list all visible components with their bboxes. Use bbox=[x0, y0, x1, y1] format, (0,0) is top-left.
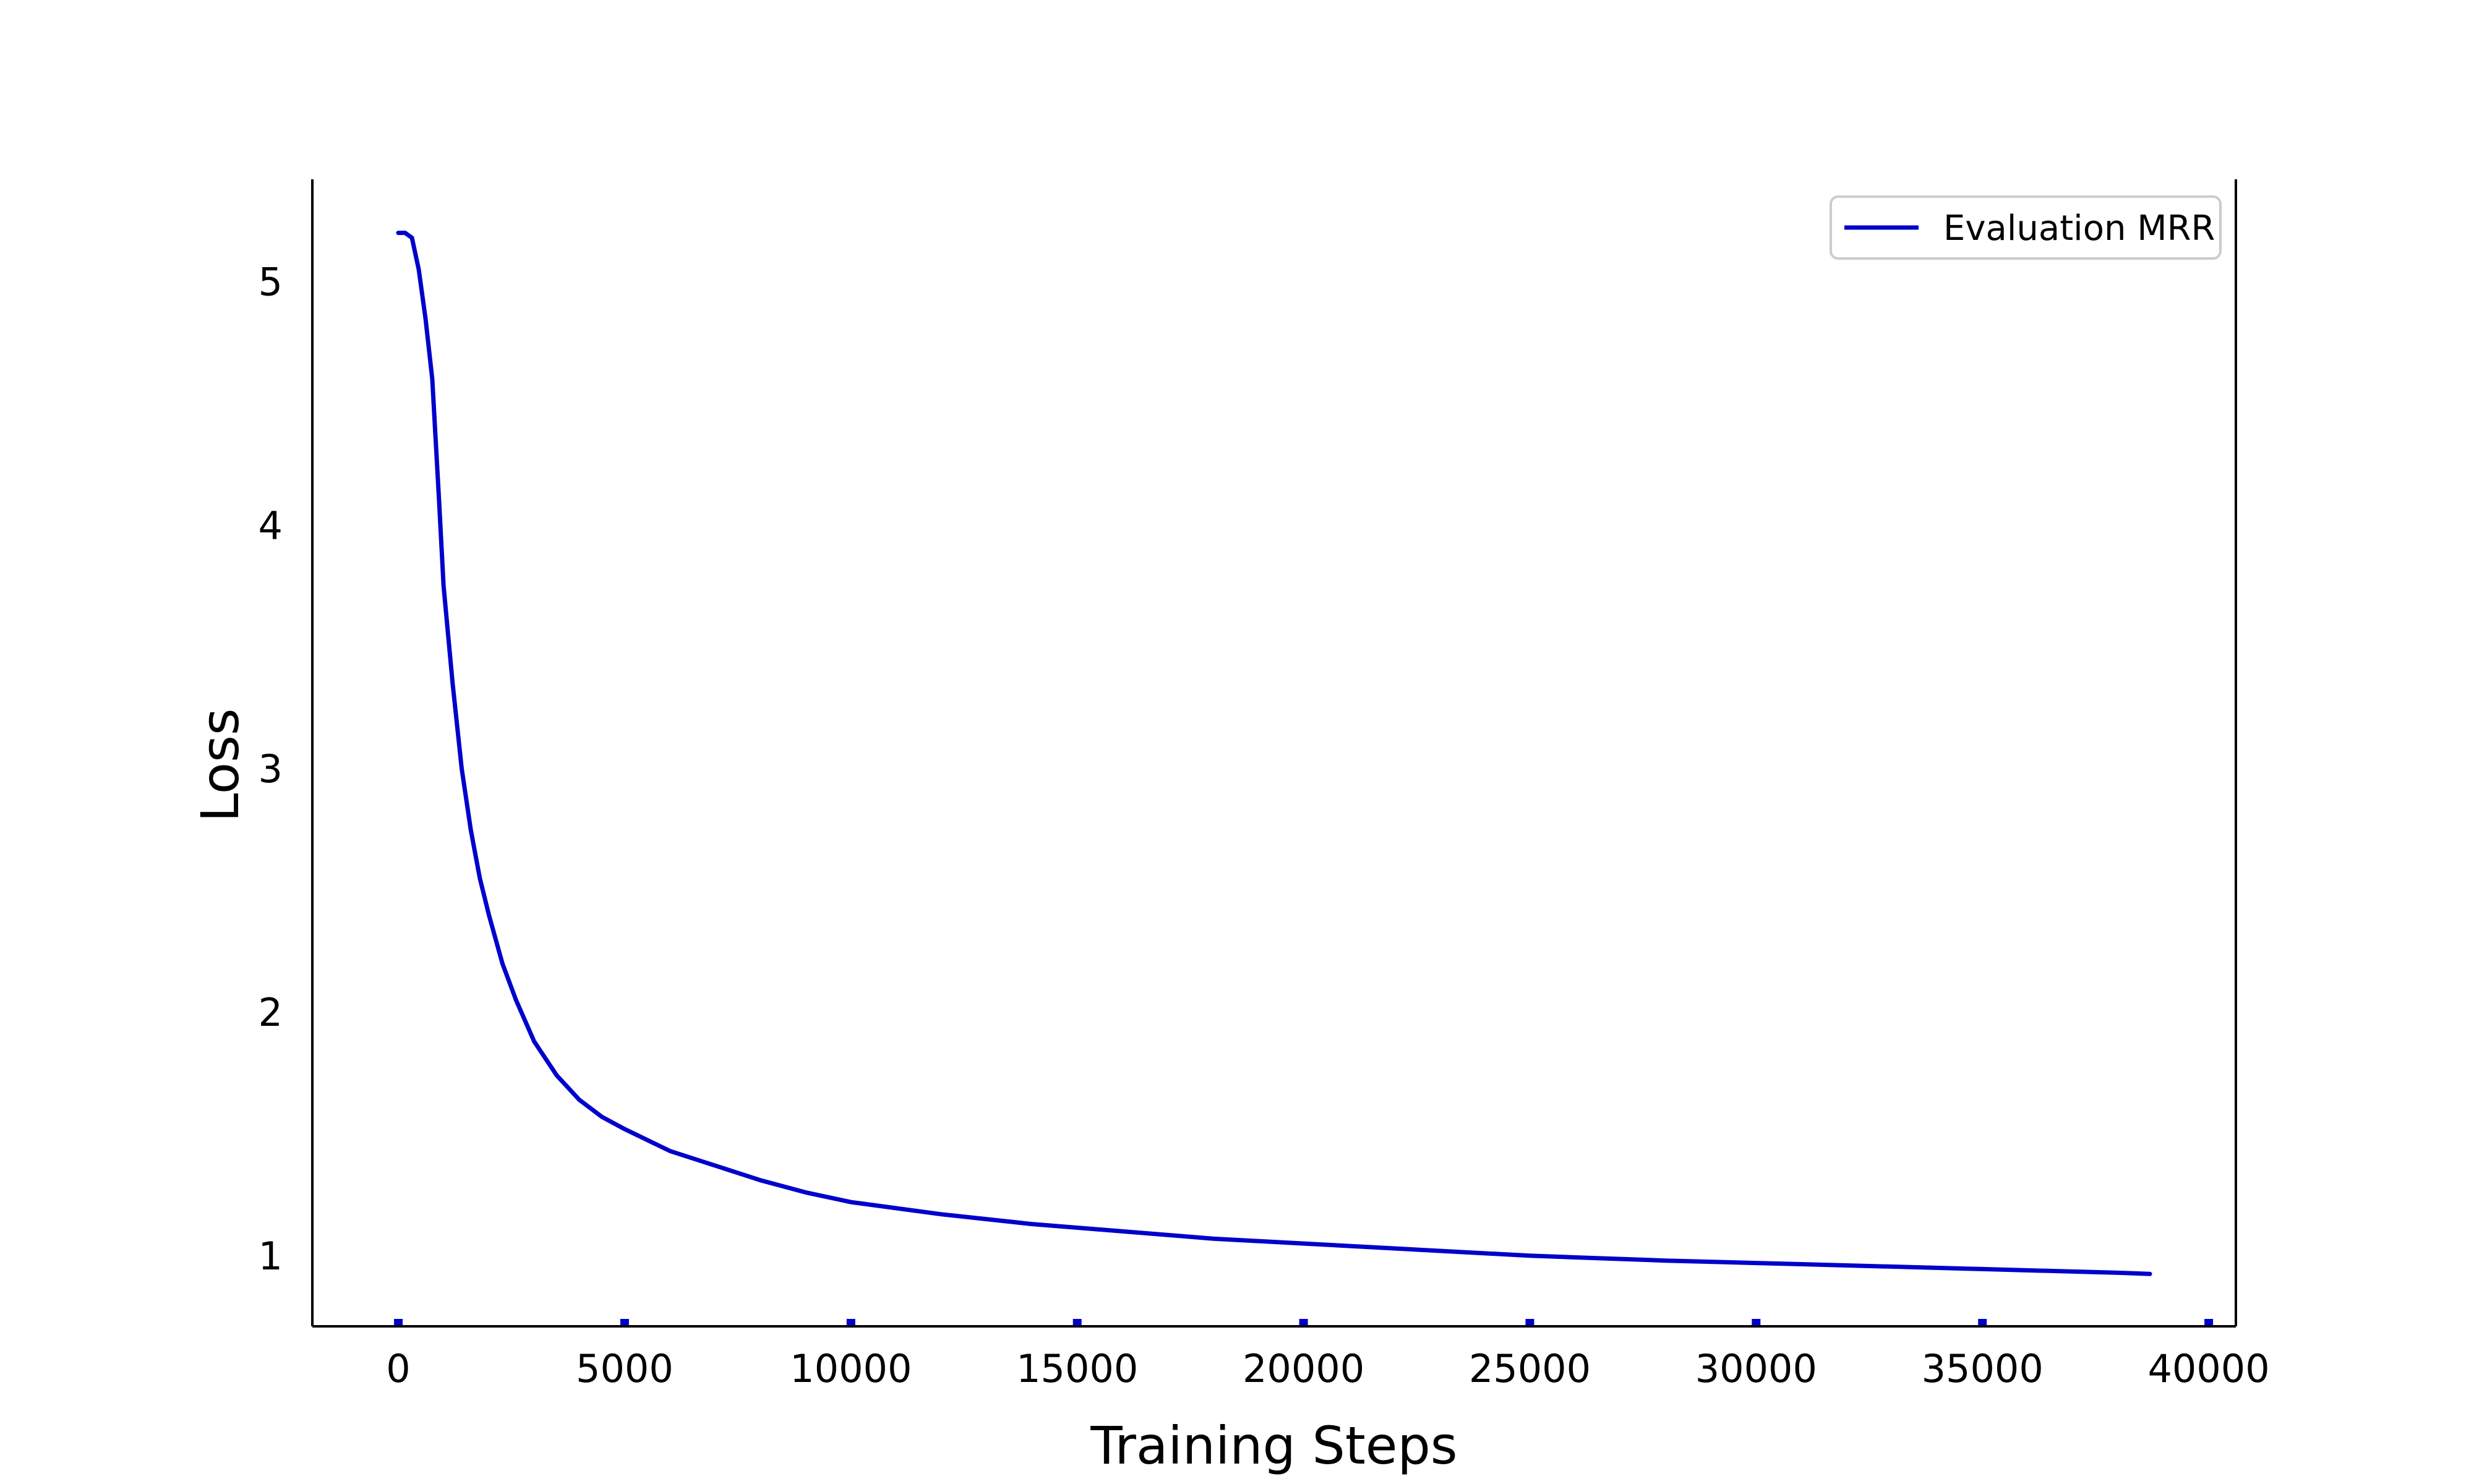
legend-label: Evaluation MRR bbox=[1943, 208, 2215, 249]
x-tick-label: 40000 bbox=[2147, 1346, 2269, 1391]
y-tick-label: 4 bbox=[259, 503, 283, 548]
x-tick-label: 25000 bbox=[1469, 1346, 1591, 1391]
plot-axes bbox=[311, 179, 2237, 1328]
x-tick-label: 30000 bbox=[1695, 1346, 1817, 1391]
x-tick-label: 0 bbox=[386, 1346, 410, 1391]
x-axis-title: Training Steps bbox=[1090, 1415, 1457, 1476]
x-ticks: 0 5000 10000 15000 20000 25000 30000 35000 40000 bbox=[386, 1319, 2270, 1391]
series-line bbox=[396, 231, 2152, 1276]
y-tick-label: 1 bbox=[259, 1234, 283, 1279]
legend-box bbox=[1830, 195, 2222, 260]
x-tick-label: 5000 bbox=[576, 1346, 674, 1391]
y-axis-title: Loss bbox=[190, 708, 250, 822]
x-tick-label: 15000 bbox=[1016, 1346, 1138, 1391]
x-tick-label: 20000 bbox=[1243, 1346, 1364, 1391]
x-tick-label: 10000 bbox=[790, 1346, 912, 1391]
x-tick-label: 35000 bbox=[1922, 1346, 2044, 1391]
y-tick-label: 3 bbox=[259, 746, 283, 791]
y-tick-label: 2 bbox=[259, 990, 283, 1035]
y-tick-label: 5 bbox=[259, 259, 283, 304]
series-layer bbox=[396, 231, 2152, 1276]
legend: Evaluation MRR bbox=[1830, 195, 2222, 260]
y-ticks: 1 2 3 4 5 bbox=[259, 259, 283, 1278]
